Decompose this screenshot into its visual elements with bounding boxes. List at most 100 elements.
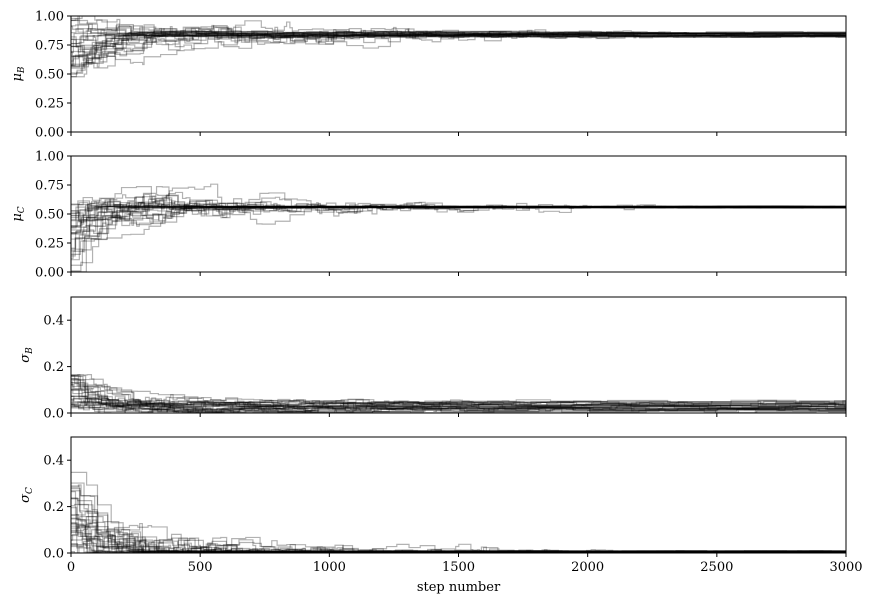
- walker-trace: [71, 205, 846, 272]
- walker-trace: [71, 31, 846, 58]
- walker-trace: [71, 205, 846, 212]
- walker-trace: [71, 515, 846, 553]
- walker-trace: [71, 378, 846, 412]
- walker-trace: [71, 28, 846, 66]
- walker-trace: [71, 537, 846, 553]
- walker-trace: [71, 518, 846, 553]
- walker-trace: [71, 377, 846, 407]
- walker-trace: [71, 33, 846, 69]
- walker-trace: [71, 388, 846, 409]
- walker-trace: [71, 522, 846, 553]
- y-tick-label: 0.00: [35, 126, 64, 141]
- walker-trace: [71, 194, 846, 215]
- walker-trace: [71, 381, 846, 413]
- walker-trace: [71, 402, 846, 413]
- walker-trace: [71, 191, 846, 217]
- x-tick-label: 500: [188, 560, 213, 575]
- walker-trace: [71, 193, 846, 227]
- walker-trace: [71, 28, 846, 37]
- walker-trace: [71, 389, 846, 413]
- walker-trace: [71, 205, 846, 227]
- walker-trace: [71, 515, 846, 553]
- walker-trace: [71, 201, 846, 219]
- walker-trace: [71, 186, 846, 272]
- y-tick-label: 0.25: [35, 97, 64, 112]
- walker-trace: [71, 205, 846, 235]
- y-tick-label: 0.00: [35, 266, 64, 281]
- walker-trace: [71, 514, 846, 553]
- walker-trace: [71, 34, 846, 48]
- walker-trace: [71, 25, 846, 54]
- walker-trace: [71, 490, 846, 553]
- walker-trace: [71, 375, 846, 406]
- walker-trace: [71, 545, 846, 553]
- x-tick-label: 1000: [313, 560, 346, 575]
- walker-trace: [71, 491, 846, 553]
- walker-trace: [71, 471, 846, 553]
- walker-traces: [71, 374, 846, 413]
- walker-trace: [71, 202, 846, 255]
- walker-trace: [71, 497, 846, 553]
- walker-trace: [71, 186, 846, 227]
- y-axis-label: σC: [18, 487, 35, 503]
- walker-trace: [71, 206, 846, 261]
- walker-trace: [71, 524, 846, 553]
- walker-traces: [71, 183, 846, 272]
- walker-trace: [71, 18, 846, 38]
- walker-trace: [71, 522, 846, 553]
- y-tick-label: 0.4: [43, 454, 64, 469]
- walker-trace: [71, 30, 846, 78]
- walker-trace: [71, 192, 846, 249]
- axes-frame: [70, 436, 847, 554]
- walker-trace: [71, 199, 846, 223]
- walker-trace: [71, 482, 846, 553]
- walker-trace: [71, 375, 846, 413]
- walker-trace: [71, 401, 846, 413]
- walker-trace: [71, 202, 846, 235]
- walker-trace: [71, 16, 846, 37]
- walker-trace: [71, 511, 846, 553]
- y-axis-label: σB: [18, 347, 35, 363]
- walker-trace: [71, 202, 846, 221]
- y-tick-label: 1.00: [35, 10, 64, 25]
- walker-trace: [71, 536, 846, 553]
- axes-frame: [70, 155, 847, 273]
- walker-trace: [71, 204, 846, 252]
- walker-trace: [71, 205, 846, 234]
- walker-trace: [71, 503, 846, 553]
- walker-trace: [71, 403, 846, 409]
- walker-trace: [71, 395, 846, 412]
- walker-trace: [71, 183, 846, 225]
- walker-trace: [71, 201, 846, 253]
- walker-trace: [71, 31, 846, 78]
- panel-1: 0.00 0.25 0.50 0.75 1.00 μB: [10, 10, 847, 141]
- walker-trace: [71, 28, 846, 41]
- walker-trace: [71, 196, 846, 234]
- x-tick-label: 2000: [571, 560, 604, 575]
- panel-4: 0.0 0.2 0.4 0 500 1000 1500 2000 2500 3000 σC step …: [18, 436, 863, 595]
- walker-trace: [71, 206, 846, 229]
- walker-trace: [71, 397, 846, 406]
- walker-trace: [71, 527, 846, 553]
- walker-trace: [71, 485, 846, 553]
- panel-2: 0.00 0.25 0.50 0.75 1.00 μC: [10, 150, 847, 281]
- walker-trace: [71, 519, 846, 553]
- y-tick-label: 0.4: [43, 314, 64, 329]
- walker-trace: [71, 204, 846, 225]
- walker-trace: [71, 397, 846, 413]
- walker-trace: [71, 535, 846, 553]
- walker-trace: [71, 394, 846, 410]
- walker-trace: [71, 194, 846, 240]
- walker-trace: [71, 25, 846, 40]
- walker-trace: [71, 488, 846, 553]
- axes-frame: [70, 296, 847, 414]
- walker-trace: [71, 497, 846, 553]
- walker-trace: [71, 389, 846, 407]
- walker-trace: [71, 374, 846, 413]
- walker-trace: [71, 25, 846, 74]
- walker-trace: [71, 24, 846, 35]
- x-axis-label: step number: [417, 580, 501, 595]
- walker-trace: [71, 403, 846, 413]
- y-tick-label: 1.00: [35, 150, 64, 165]
